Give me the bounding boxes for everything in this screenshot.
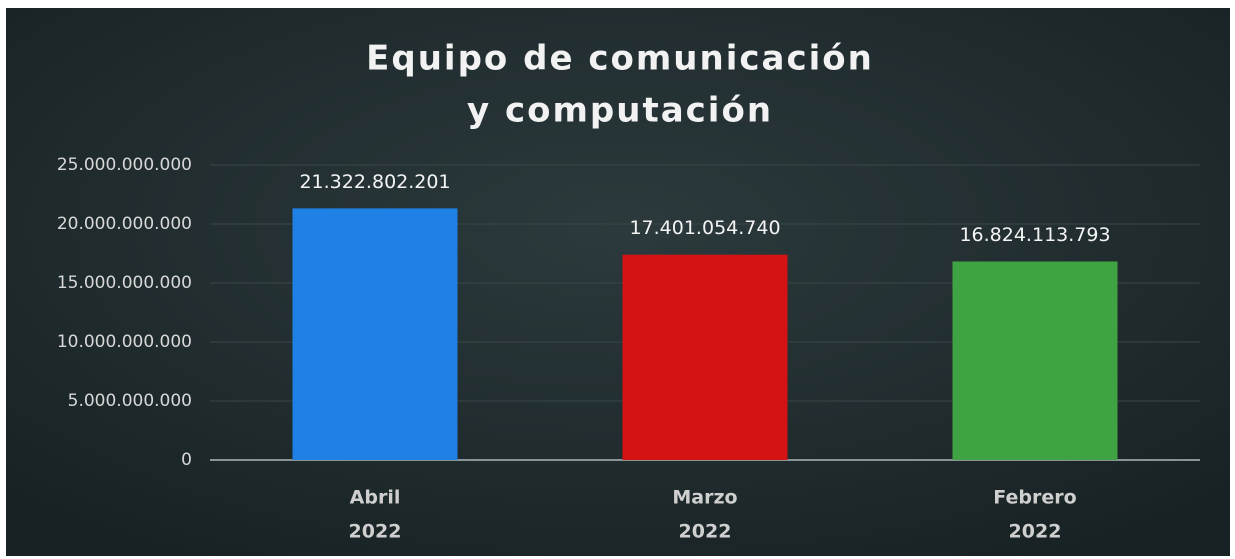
value-label: 21.322.802.201	[299, 171, 450, 193]
bar	[622, 254, 788, 460]
value-label: 16.824.113.793	[959, 224, 1110, 246]
x-tick-label: 2022	[349, 521, 402, 543]
y-tick-label: 10.000.000.000	[57, 332, 192, 352]
y-tick-label: 25.000.000.000	[57, 155, 192, 175]
chart-title: Equipo de comunicación	[366, 39, 874, 79]
x-tick-label: Febrero	[993, 487, 1076, 509]
x-tick-label: 2022	[1009, 521, 1062, 543]
y-tick-label: 15.000.000.000	[57, 273, 192, 293]
x-tick-label: Abril	[350, 487, 401, 509]
x-tick-label: Marzo	[672, 487, 737, 509]
y-tick-label: 5.000.000.000	[68, 391, 192, 411]
y-tick-label: 20.000.000.000	[57, 214, 192, 234]
bar	[292, 208, 458, 460]
bar	[952, 261, 1118, 460]
y-tick-label: 0	[181, 450, 192, 470]
chart-title: y computación	[467, 91, 773, 131]
value-label: 17.401.054.740	[629, 217, 780, 239]
x-tick-label: 2022	[679, 521, 732, 543]
